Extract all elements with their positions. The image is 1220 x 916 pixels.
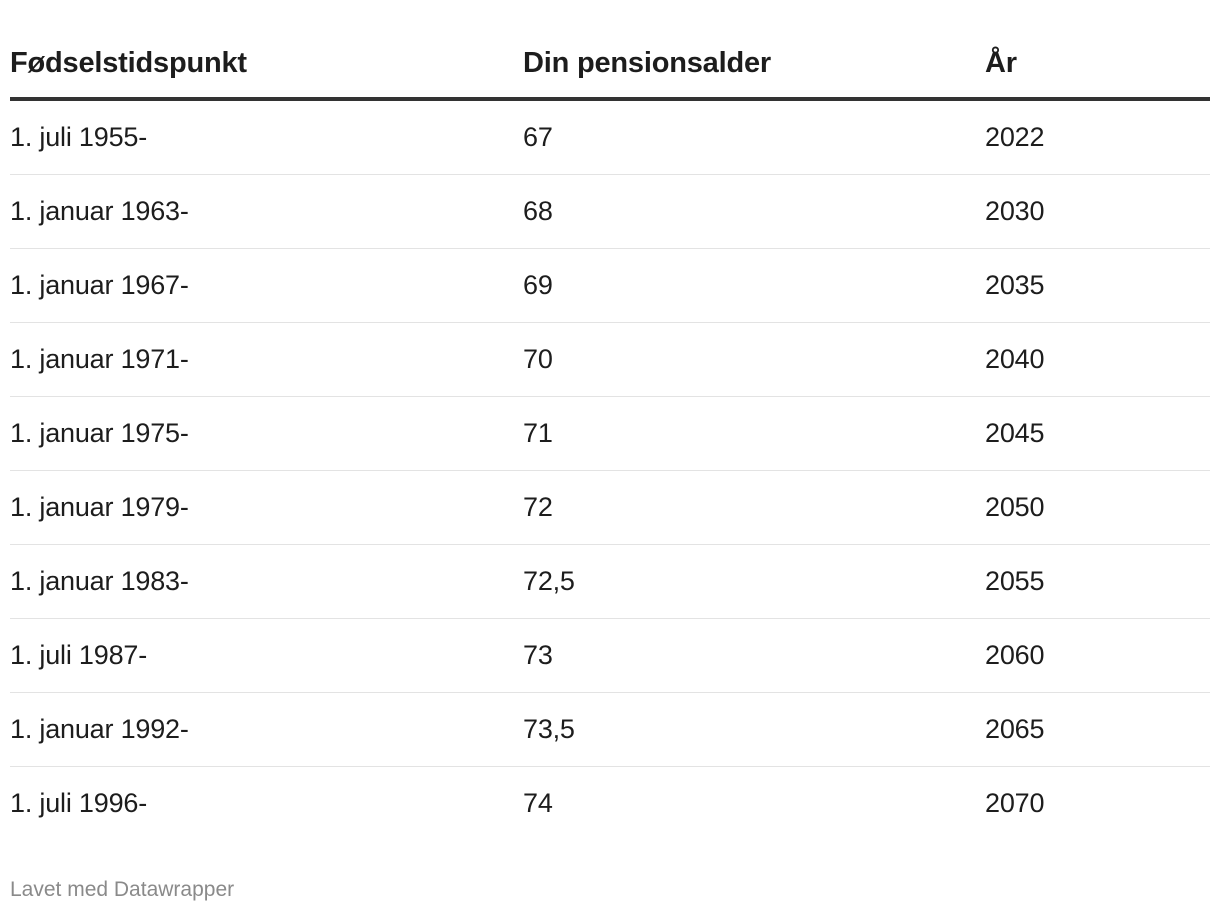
cell-year: 2045 (985, 396, 1210, 471)
cell-pension-age: 72,5 (523, 544, 985, 619)
cell-pension-age: 72 (523, 470, 985, 545)
cell-pension-age: 70 (523, 322, 985, 397)
table-row: 1. januar 1971- 70 2040 (10, 322, 1210, 397)
cell-pension-age: 67 (523, 99, 985, 175)
cell-year: 2022 (985, 99, 1210, 175)
cell-birth-date: 1. juli 1996- (10, 788, 147, 818)
table-row: 1. januar 1983- 72,5 2055 (10, 544, 1210, 619)
cell-pension-age: 74 (523, 788, 553, 818)
cell-year: 2035 (985, 248, 1210, 323)
cell-birth-date: 1. januar 1983- (10, 544, 523, 619)
cell-pension-age: 71 (523, 396, 985, 471)
column-header-birth-date: Fødselstidspunkt (10, 30, 523, 101)
cell-pension-age: 69 (523, 248, 985, 323)
table-row: 1. juli 1955- 67 2022 (10, 99, 1210, 175)
column-header-year: År (985, 30, 1210, 101)
cell-year: 2065 (985, 692, 1210, 767)
cell-year: 2040 (985, 322, 1210, 397)
cell-birth-date: 1. januar 1979- (10, 470, 523, 545)
pension-age-table-container: Fødselstidspunkt Din pensionsalder År 1.… (10, 30, 1210, 840)
table-row: 1. januar 1963- 68 2030 (10, 174, 1210, 249)
cell-birth-date: 1. januar 1992- (10, 692, 523, 767)
table-row: 1. januar 1992- 73,5 2065 (10, 692, 1210, 767)
cell-pension-age: 73,5 (523, 692, 985, 767)
table-body: 1. juli 1955- 67 2022 1. januar 1963- 68… (10, 99, 1210, 840)
cell-birth-date: 1. juli 1955- (10, 99, 523, 175)
pension-age-table: Fødselstidspunkt Din pensionsalder År 1.… (10, 30, 1210, 840)
datawrapper-credit[interactable]: Lavet med Datawrapper (10, 878, 235, 901)
cell-pension-age: 68 (523, 174, 985, 249)
cell-year: 2055 (985, 544, 1210, 619)
table-header: Fødselstidspunkt Din pensionsalder År (10, 30, 1210, 101)
cell-year: 2060 (985, 618, 1210, 693)
cell-birth-date: 1. januar 1967- (10, 248, 523, 323)
header-row: Fødselstidspunkt Din pensionsalder År (10, 30, 1210, 101)
cell-year: 2030 (985, 174, 1210, 249)
cell-pension-age: 73 (523, 618, 985, 693)
cell-year: 2050 (985, 470, 1210, 545)
table-row: 1. januar 1967- 69 2035 (10, 248, 1210, 323)
cell-year: 2070 (985, 788, 1045, 818)
cell-birth-date: 1. januar 1963- (10, 174, 523, 249)
table-row: 1. januar 1975- 71 2045 (10, 396, 1210, 471)
table-row: 1. januar 1979- 72 2050 (10, 470, 1210, 545)
column-header-pension-age: Din pensionsalder (523, 30, 985, 101)
table-row: 1. juli 1996- 74 2070 (10, 767, 1210, 841)
cell-birth-date: 1. januar 1975- (10, 396, 523, 471)
cell-birth-date: 1. januar 1971- (10, 322, 523, 397)
cell-birth-date: 1. juli 1987- (10, 618, 523, 693)
table-row: 1. juli 1987- 73 2060 (10, 618, 1210, 693)
